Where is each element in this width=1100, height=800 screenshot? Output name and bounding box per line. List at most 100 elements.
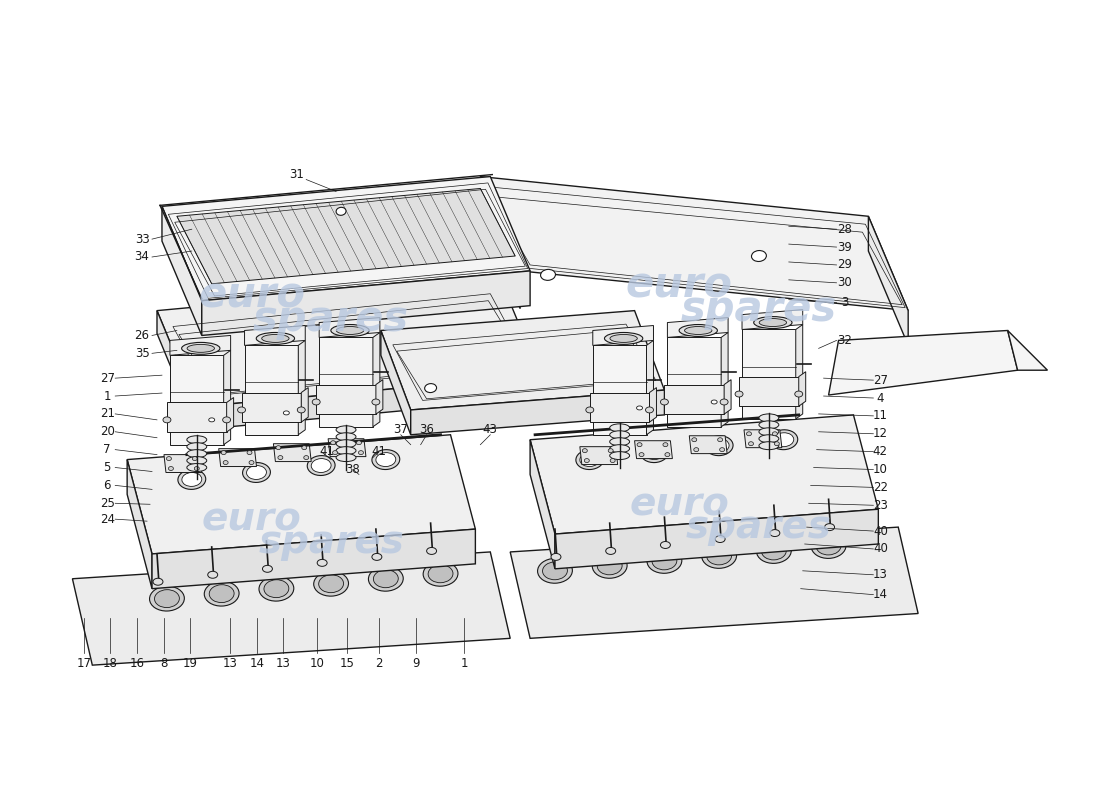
Polygon shape [301,387,308,422]
Ellipse shape [337,454,356,462]
Ellipse shape [178,470,206,490]
Ellipse shape [748,442,754,446]
Ellipse shape [307,455,336,475]
Polygon shape [373,333,380,427]
Polygon shape [152,529,475,589]
Polygon shape [244,326,305,346]
Ellipse shape [720,399,728,405]
Ellipse shape [751,250,767,262]
Text: spares: spares [258,523,404,561]
Ellipse shape [761,542,786,560]
Ellipse shape [719,448,725,452]
Polygon shape [169,355,223,445]
Text: 40: 40 [873,542,888,555]
Ellipse shape [795,391,803,397]
Text: 37: 37 [394,423,408,436]
Ellipse shape [592,554,627,578]
Text: 28: 28 [837,222,851,236]
Ellipse shape [208,571,218,578]
Ellipse shape [301,446,307,450]
Text: 38: 38 [345,463,361,476]
Ellipse shape [586,407,594,413]
Text: 14: 14 [872,588,888,601]
Ellipse shape [759,414,779,422]
Ellipse shape [297,407,305,413]
Text: 34: 34 [134,250,150,263]
Ellipse shape [424,562,458,586]
Ellipse shape [317,559,327,566]
Ellipse shape [311,458,331,473]
Text: 9: 9 [411,657,419,670]
Text: euro: euro [198,274,305,317]
Text: 27: 27 [100,372,114,385]
Text: 14: 14 [250,657,265,670]
Ellipse shape [337,207,346,215]
Text: 2: 2 [375,657,383,670]
Polygon shape [73,552,510,665]
Polygon shape [244,346,298,434]
Ellipse shape [715,535,725,542]
Ellipse shape [276,446,280,450]
Polygon shape [590,393,649,422]
Ellipse shape [195,466,199,470]
Ellipse shape [609,452,629,459]
Polygon shape [739,377,799,406]
Text: 43: 43 [483,423,497,436]
Ellipse shape [684,326,712,334]
Ellipse shape [770,430,798,450]
Ellipse shape [182,342,220,354]
Ellipse shape [542,562,568,580]
Ellipse shape [580,453,600,466]
Polygon shape [219,449,256,466]
Ellipse shape [609,430,629,438]
Ellipse shape [154,590,179,607]
Polygon shape [164,454,201,473]
Ellipse shape [223,461,228,465]
Ellipse shape [637,406,642,410]
Ellipse shape [376,453,396,466]
Ellipse shape [609,438,629,446]
Polygon shape [223,350,231,445]
Ellipse shape [187,442,207,450]
Ellipse shape [774,433,794,446]
Polygon shape [274,444,311,462]
Ellipse shape [694,448,698,452]
Ellipse shape [187,457,207,465]
Ellipse shape [735,391,743,397]
Ellipse shape [163,417,170,423]
Text: 29: 29 [837,258,852,271]
Ellipse shape [770,530,780,537]
Ellipse shape [314,571,349,596]
Ellipse shape [372,450,399,470]
Ellipse shape [652,552,676,570]
Ellipse shape [359,450,363,454]
Polygon shape [868,216,909,346]
Text: 22: 22 [872,481,888,494]
Ellipse shape [811,534,846,558]
Ellipse shape [551,554,561,560]
Ellipse shape [243,462,271,482]
Polygon shape [593,326,653,346]
Text: 27: 27 [872,374,888,386]
Text: spares: spares [686,508,832,546]
Ellipse shape [584,458,590,462]
Ellipse shape [263,566,273,572]
Ellipse shape [337,433,356,441]
Polygon shape [580,446,618,465]
Ellipse shape [825,524,835,530]
Text: 35: 35 [134,347,150,360]
Text: 5: 5 [103,461,111,474]
Ellipse shape [754,317,792,329]
Text: 40: 40 [873,525,888,538]
Ellipse shape [717,438,723,442]
Ellipse shape [663,442,668,446]
Text: 30: 30 [837,276,851,290]
Text: 7: 7 [103,443,111,456]
Ellipse shape [646,407,653,413]
Polygon shape [530,415,878,534]
Polygon shape [593,346,647,434]
Ellipse shape [425,384,437,393]
Ellipse shape [373,570,398,588]
Ellipse shape [209,585,234,602]
Ellipse shape [538,558,572,583]
